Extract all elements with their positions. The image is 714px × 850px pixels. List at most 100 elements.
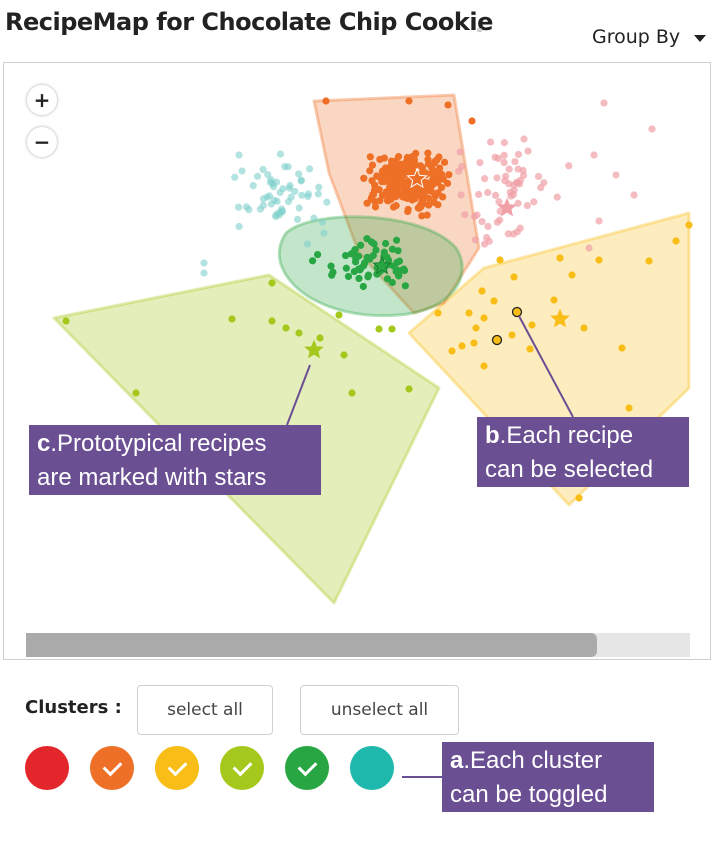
recipe-dot-pink [501,177,509,185]
recipe-dot-orange [468,117,476,125]
recipe-dot-orange [371,203,380,211]
recipe-dot-teal [304,192,312,201]
recipe-dot-teal [315,183,323,191]
recipe-dot-orange [389,164,397,172]
horizontal-scrollbar-thumb[interactable] [26,633,597,657]
recipe-dot-green [341,251,350,260]
recipe-dot-orange [445,171,453,179]
recipe-map[interactable]: + − b.Each recipe can be selected c.Prot… [3,62,711,660]
recipe-dot-teal [320,229,328,237]
recipe-dot-yellow [685,221,693,229]
recipe-dot-teal [291,187,299,195]
recipe-dot-orange [385,186,393,195]
recipe-dot-teal [235,151,243,159]
recipe-dot-pink [612,171,620,179]
group-by-dropdown[interactable]: Group By [592,26,707,48]
recipe-dot-yellow [580,324,588,332]
recipe-dot-teal [245,206,253,214]
recipe-dot-pink [495,198,503,206]
recipe-dot-orange [382,175,390,183]
annotation-a-line1: .Each cluster [463,747,603,774]
recipe-dot-teal [293,215,302,223]
recipe-dot-orange [421,169,429,177]
recipe-dot-orange [405,167,413,175]
recipe-dot-teal [238,167,246,175]
cluster-toggle-red[interactable] [25,746,69,790]
recipe-dot-pink [476,159,484,167]
recipe-dot-teal [259,201,267,209]
annotation-c-line2: are marked with stars [37,464,267,491]
recipe-dot-pink [590,151,598,159]
annotation-b-line1: .Each recipe [499,422,634,449]
link-icon[interactable]: ⚭ [475,24,485,37]
recipe-dot-teal [314,190,322,198]
recipe-dot-green [359,282,367,291]
recipe-dot-pink [471,236,479,244]
recipe-dot-pink [540,179,548,187]
recipe-dot-teal [303,240,312,248]
recipe-dot-pink [484,222,492,231]
recipe-dot-teal [259,165,267,174]
recipe-map-canvas[interactable] [4,63,711,660]
recipe-dot-pink [512,178,521,187]
recipe-dot-orange [368,161,377,169]
annotation-a-letter: a [450,747,464,774]
cluster-toggle-lime[interactable] [220,746,264,790]
annotation-c-line [286,364,311,426]
recipe-dot-teal [253,172,262,180]
recipe-dot-yellow [496,256,504,264]
recipe-dot-teal [323,198,331,206]
recipe-dot-yellow [672,237,680,245]
cluster-toggle-orange[interactable] [90,746,134,790]
recipe-dot-teal [231,173,239,181]
recipe-dot-teal [270,196,278,204]
recipe-dot-yellow [480,362,488,370]
prototype-star-lime [304,339,324,359]
recipe-dot-teal [295,204,303,212]
hull-green [277,215,464,318]
recipe-dot-green [388,245,397,253]
cluster-toggle-green[interactable] [285,746,329,790]
recipe-dot-teal [297,177,305,185]
recipe-dot-teal [265,192,274,200]
recipe-dot-orange [418,212,426,220]
recipe-dot-orange [395,172,403,180]
recipe-dot-yellow [625,404,633,412]
unselect-all-button[interactable]: unselect all [300,685,459,735]
recipe-dot-pink [496,216,504,224]
select-all-button[interactable]: select all [137,685,273,735]
recipe-dot-pink [585,244,593,252]
recipe-dot-orange [416,201,425,209]
recipe-dot-lime [62,317,70,325]
annotation-b: b.Each recipe can be selected [477,417,689,487]
recipe-dot-pink [481,175,489,183]
recipe-dot-green [350,267,358,276]
zoom-in-button[interactable]: + [27,85,57,115]
recipe-dot-green [344,272,353,281]
recipe-dot-yellow [618,344,626,352]
recipe-dot-green [369,251,377,260]
check-icon [102,756,122,776]
recipe-dot-lime [268,279,276,287]
prototype-star-orange [406,167,428,189]
recipe-dot-yellow [490,297,498,305]
recipe-dot-lime [282,324,290,332]
recipe-dot-lime [228,315,236,323]
clusters-label: Clusters : [25,697,122,718]
recipe-dot-orange [360,174,368,182]
recipe-dot-yellow [508,331,516,339]
recipe-dot-pink [534,172,543,181]
recipe-dot-teal [306,165,314,173]
recipe-dot-yellow [472,324,480,332]
recipe-dot-teal [285,184,294,192]
cluster-toggle-yellow[interactable] [155,746,199,790]
recipe-dot-teal [310,214,318,222]
recipe-dot-orange [408,153,416,161]
recipe-dot-pink [553,193,561,201]
cluster-toggle-teal[interactable] [350,746,394,790]
recipe-dot-orange [434,189,442,197]
recipe-dot-green [383,253,391,261]
recipe-dot-orange [398,193,407,201]
recipe-dot-pink [500,139,508,147]
zoom-out-button[interactable]: − [27,127,57,157]
